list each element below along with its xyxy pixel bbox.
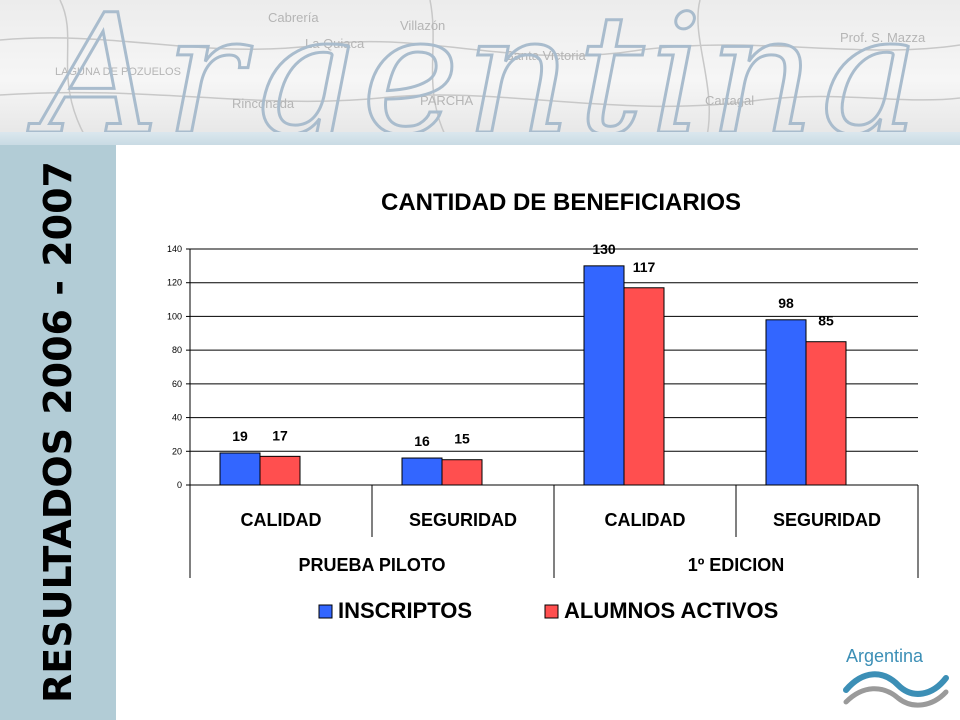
bar-inscriptos xyxy=(401,457,443,486)
data-label: 98 xyxy=(778,295,794,311)
bar-inscriptos xyxy=(583,265,625,486)
y-tick-label: 140 xyxy=(167,244,182,254)
bar-activos xyxy=(805,341,847,486)
group-label: 1º EDICION xyxy=(688,555,785,575)
map-label: La Quiaca xyxy=(305,36,365,51)
logo-wave-grey xyxy=(843,686,949,708)
map-label: Cartagal xyxy=(705,93,754,108)
data-label: 19 xyxy=(232,428,248,444)
y-tick-label: 40 xyxy=(172,413,182,423)
data-label: 15 xyxy=(454,431,470,447)
sidebar-panel xyxy=(0,145,116,720)
chart-title: CANTIDAD DE BENEFICIARIOS xyxy=(381,189,741,216)
legend-swatch xyxy=(318,604,333,619)
legend-label: INSCRIPTOS xyxy=(338,598,472,623)
bar-activos xyxy=(259,455,301,486)
data-label: 16 xyxy=(414,433,430,449)
data-label: 117 xyxy=(633,259,656,275)
banner-band xyxy=(0,132,960,145)
map-label: LAGUNA DE POZUELOS xyxy=(55,66,181,78)
vertical-title: RESULTADOS 2006 - 2007 xyxy=(36,161,80,703)
data-label: 85 xyxy=(818,313,834,329)
map-label: Santa Victoria xyxy=(505,48,586,63)
legend-swatch xyxy=(544,604,559,619)
logo-wave-blue xyxy=(843,671,949,697)
y-tick-label: 80 xyxy=(172,345,182,355)
bar-chart: CANTIDAD DE BENEFICIARIOS 0 20 40 60 80 100 12… xyxy=(167,189,919,623)
argentina-script-word: Argentina xyxy=(27,0,925,145)
bar-activos xyxy=(623,287,665,486)
y-tick-label: 60 xyxy=(172,379,182,389)
logo-text: Argentina xyxy=(846,646,924,666)
y-tick-label: 100 xyxy=(167,311,182,321)
y-tick-label: 120 xyxy=(167,278,182,288)
category-label: CALIDAD xyxy=(241,510,322,530)
argentina-logo: Argentina xyxy=(843,646,949,708)
map-label: PARCHA xyxy=(420,93,474,108)
map-background: Cabrería La Quiaca Villazón Santa Victor… xyxy=(0,0,960,145)
map-label: Rinconada xyxy=(232,96,295,111)
category-label: SEGURIDAD xyxy=(409,510,517,530)
bar-inscriptos xyxy=(219,452,261,486)
data-label: 17 xyxy=(272,427,288,443)
bar-inscriptos xyxy=(765,319,807,486)
legend-label: ALUMNOS ACTIVOS xyxy=(564,598,778,623)
y-tick-label: 20 xyxy=(172,446,182,456)
map-label: Prof. S. Mazza xyxy=(840,30,926,45)
data-label: 130 xyxy=(592,241,616,257)
group-label: PRUEBA PILOTO xyxy=(298,555,445,575)
bar-activos xyxy=(441,459,483,486)
y-tick-label: 0 xyxy=(177,480,182,490)
map-lines xyxy=(0,0,960,145)
map-label: Villazón xyxy=(400,18,445,33)
map-banner: Cabrería La Quiaca Villazón Santa Victor… xyxy=(0,0,960,145)
map-label: Cabrería xyxy=(268,10,319,25)
category-label: SEGURIDAD xyxy=(773,510,881,530)
category-label: CALIDAD xyxy=(605,510,686,530)
